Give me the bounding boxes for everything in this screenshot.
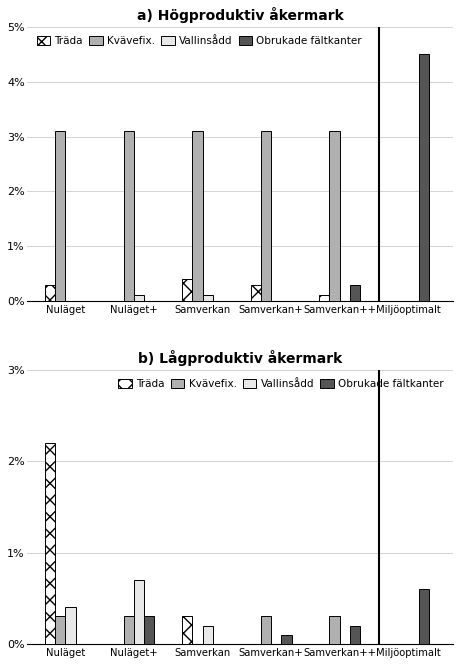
Bar: [45, 285, 55, 301]
Bar: [260, 616, 270, 644]
Bar: [55, 131, 65, 301]
Bar: [181, 616, 192, 644]
Bar: [45, 443, 55, 644]
Bar: [319, 295, 329, 301]
Bar: [55, 616, 65, 644]
Legend: Träda, Kvävefix., Vallinsådd, Obrukade fältkanter: Träda, Kvävefix., Vallinsådd, Obrukade f…: [114, 375, 447, 393]
Bar: [329, 616, 339, 644]
Bar: [134, 580, 144, 644]
Title: b) Lågproduktiv åkermark: b) Lågproduktiv åkermark: [138, 350, 341, 366]
Legend: Träda, Kvävefix., Vallinsådd, Obrukade fältkanter: Träda, Kvävefix., Vallinsådd, Obrukade f…: [33, 32, 365, 51]
Bar: [260, 131, 270, 301]
Bar: [349, 285, 359, 301]
Bar: [349, 626, 359, 644]
Bar: [329, 131, 339, 301]
Bar: [144, 616, 154, 644]
Bar: [202, 295, 213, 301]
Bar: [281, 635, 291, 644]
Bar: [65, 607, 75, 644]
Bar: [123, 616, 134, 644]
Title: a) Högproduktiv åkermark: a) Högproduktiv åkermark: [137, 7, 343, 23]
Bar: [134, 295, 144, 301]
Bar: [418, 55, 428, 301]
Bar: [202, 626, 213, 644]
Bar: [418, 589, 428, 644]
Bar: [250, 285, 260, 301]
Bar: [192, 131, 202, 301]
Bar: [181, 279, 192, 301]
Bar: [123, 131, 134, 301]
